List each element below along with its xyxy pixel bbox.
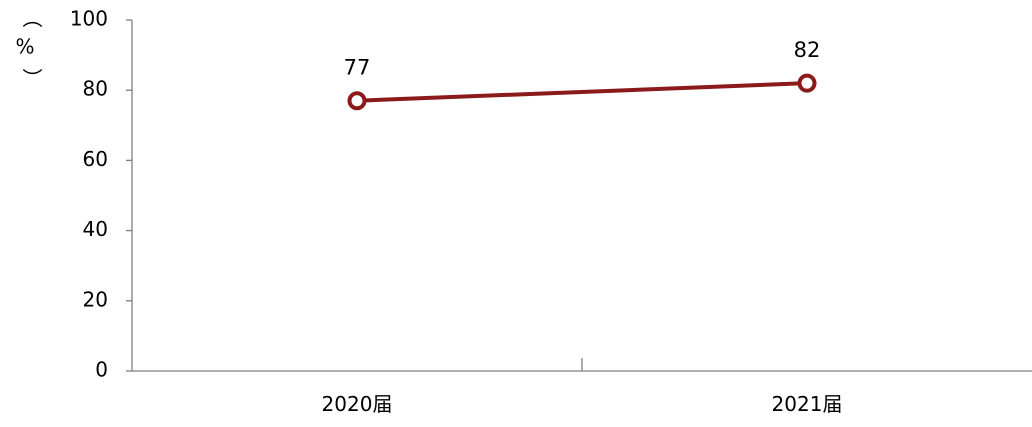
y-axis: 0 20 40 60 80 100 bbox=[70, 7, 133, 382]
data-point bbox=[347, 91, 367, 111]
data-label: 82 bbox=[794, 38, 821, 62]
series-line bbox=[356, 81, 808, 103]
x-axis: 2020届 2021届 bbox=[132, 358, 1032, 416]
y-tick-label: 40 bbox=[83, 217, 108, 241]
data-label: 77 bbox=[344, 56, 371, 80]
data-point bbox=[797, 73, 817, 93]
y-axis-label-char: （ bbox=[20, 8, 44, 28]
series-line-group: 77 82 bbox=[344, 38, 821, 111]
y-tick-label: 0 bbox=[95, 358, 108, 382]
x-tick-label: 2020届 bbox=[322, 392, 393, 416]
x-tick-label: 2021届 bbox=[772, 392, 843, 416]
y-tick-label: 80 bbox=[83, 77, 108, 101]
y-axis-label-char: % bbox=[15, 35, 34, 59]
y-tick-label: 20 bbox=[83, 287, 108, 311]
y-axis-label-char: ） bbox=[20, 68, 44, 88]
y-tick-label: 100 bbox=[70, 7, 108, 31]
y-tick-label: 60 bbox=[83, 147, 108, 171]
y-axis-label: （ % ） bbox=[15, 8, 44, 88]
